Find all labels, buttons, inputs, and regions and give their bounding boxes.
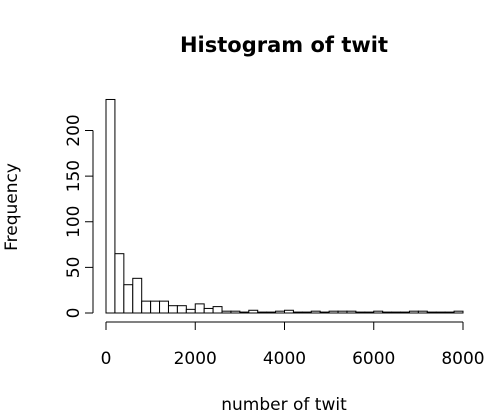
bar xyxy=(239,311,250,314)
y-tick-label: 150 xyxy=(64,160,84,192)
bar xyxy=(185,308,196,314)
bar xyxy=(194,303,205,314)
x-axis-label: number of twit xyxy=(221,395,347,415)
bar xyxy=(364,311,375,314)
y-tick-label: 50 xyxy=(64,257,84,279)
bar xyxy=(257,311,268,314)
bar xyxy=(167,305,178,314)
bar xyxy=(141,300,152,314)
x-tick-label: 0 xyxy=(101,349,112,369)
x-tick-label: 6000 xyxy=(352,349,395,369)
x-tick-label: 2000 xyxy=(174,349,217,369)
bar xyxy=(444,311,455,314)
bar xyxy=(417,310,428,314)
bar xyxy=(301,311,312,314)
bar xyxy=(355,311,366,314)
y-axis-label: Frequency xyxy=(2,163,22,251)
bar xyxy=(123,284,134,314)
bar xyxy=(319,311,330,314)
bar xyxy=(337,310,348,314)
bar xyxy=(382,311,393,314)
bar xyxy=(105,98,116,314)
bar xyxy=(266,311,277,314)
chart-title: Histogram of twit xyxy=(180,33,388,57)
bar xyxy=(346,310,357,314)
bar xyxy=(132,277,143,314)
bar xyxy=(248,309,259,314)
bar xyxy=(275,310,286,314)
bar xyxy=(292,311,303,314)
bar xyxy=(373,310,384,314)
bar xyxy=(230,310,241,314)
bar xyxy=(453,310,464,314)
bar xyxy=(221,310,232,314)
bar xyxy=(328,310,339,314)
bar xyxy=(400,311,410,314)
x-tick-label: 8000 xyxy=(441,349,484,369)
bar xyxy=(310,310,321,314)
bar xyxy=(150,300,161,314)
y-tick-label: 200 xyxy=(64,114,84,146)
bar xyxy=(159,300,169,314)
bar xyxy=(212,306,223,314)
bar xyxy=(391,311,402,314)
bar xyxy=(284,309,294,314)
bar xyxy=(203,307,214,314)
y-tick-label: 100 xyxy=(64,206,84,238)
bar xyxy=(176,305,187,314)
bar xyxy=(435,311,446,314)
bar xyxy=(114,253,125,314)
bar xyxy=(426,311,437,314)
x-tick-label: 4000 xyxy=(263,349,306,369)
bar xyxy=(408,310,419,314)
y-tick-label: 0 xyxy=(64,308,84,319)
